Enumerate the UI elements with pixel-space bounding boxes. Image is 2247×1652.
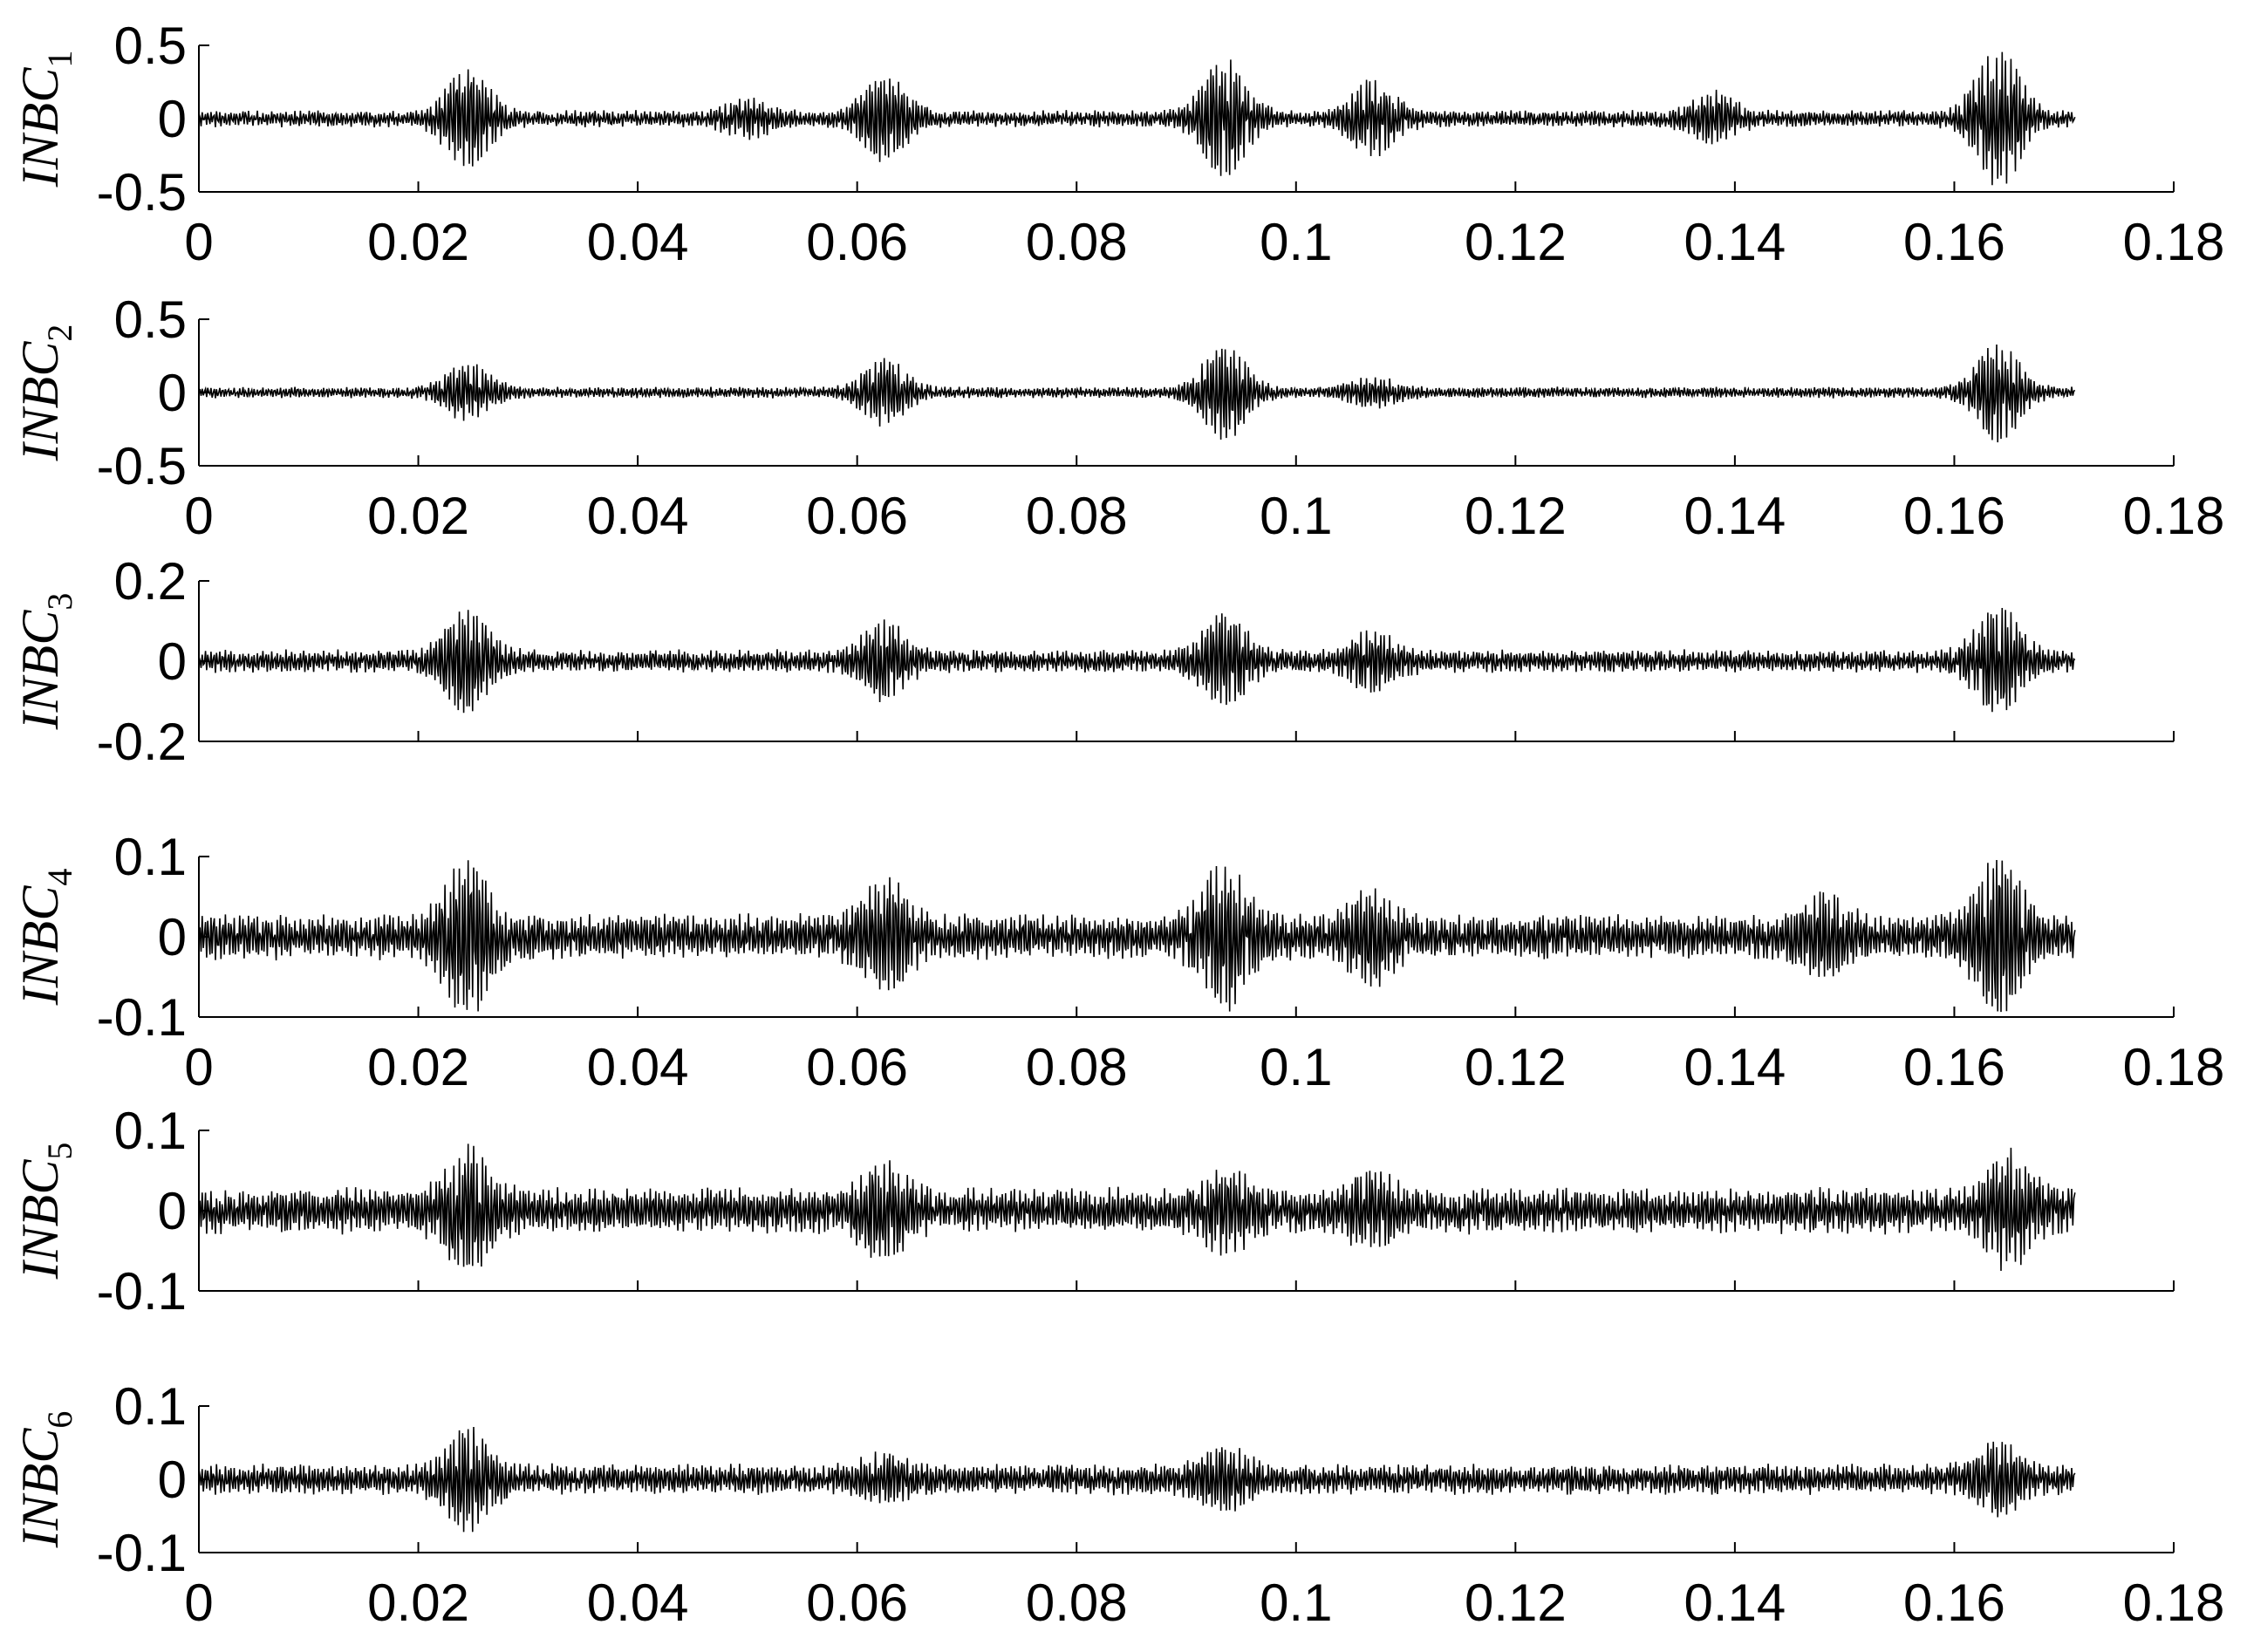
- x-tick-label: 0.18: [2123, 1038, 2225, 1096]
- signal-line: [198, 607, 2076, 713]
- x-tick-label: 0.06: [806, 487, 908, 545]
- x-tick-label: 0.12: [1465, 213, 1567, 271]
- y-axis-label-subscript: 1: [40, 51, 79, 68]
- y-tick-label: 0: [158, 1182, 187, 1240]
- y-tick-label: 0.1: [114, 1377, 187, 1436]
- y-tick-label: 0: [158, 364, 187, 422]
- x-tick-label: 0.02: [367, 213, 469, 271]
- y-tick-label: -0.1: [97, 1524, 187, 1582]
- y-tick-label: 0: [158, 90, 187, 148]
- y-tick-label: 0: [158, 632, 187, 691]
- y-axis-label-main: INBC: [11, 67, 69, 188]
- y-tick-label: -0.5: [97, 163, 187, 222]
- x-tick-label: 0.14: [1684, 487, 1786, 545]
- subplot-1: 0.50-0.50 0.02 0.04 0.06 0.08 0.1 0.12 0.14 0.16…: [11, 17, 2224, 271]
- x-tick-label: 0.16: [1903, 487, 2005, 545]
- y-axis-label: INBC1: [11, 51, 79, 188]
- x-tick-label: 0.16: [1903, 213, 2005, 271]
- subplot-5: 0.1 0 -0.1 INBC5: [11, 1102, 2175, 1321]
- x-tick-label: 0.02: [367, 1573, 469, 1632]
- x-tick-label: 0.08: [1026, 1038, 1128, 1096]
- y-axis-label: INBC6: [11, 1411, 79, 1549]
- x-tick-label: 0.18: [2123, 213, 2225, 271]
- x-tick-label: 0.02: [367, 1038, 469, 1096]
- y-axis-label-subscript: 5: [40, 1143, 79, 1160]
- x-tick-label: 0.08: [1026, 487, 1128, 545]
- y-tick-label: 0: [158, 1451, 187, 1509]
- y-axis-label-main: INBC: [11, 341, 69, 462]
- x-tick-label: 0.14: [1684, 1038, 1786, 1096]
- x-tick-label: 0.08: [1026, 213, 1128, 271]
- x-tick-label: 0.04: [587, 213, 689, 271]
- y-axis-label-main: INBC: [11, 885, 69, 1007]
- x-tick-label: 0.1: [1260, 213, 1332, 271]
- x-tick-label: 0.1: [1260, 1038, 1332, 1096]
- x-tick-label: 0.04: [587, 1038, 689, 1096]
- y-axis-label-main: INBC: [11, 1159, 69, 1280]
- y-axis-label: INBC4: [11, 869, 79, 1007]
- y-axis-label: INBC2: [11, 324, 79, 462]
- y-axis-label-subscript: 6: [40, 1411, 79, 1429]
- signal-line: [198, 859, 2076, 1013]
- x-tick-label: 0.18: [2123, 1573, 2225, 1632]
- x-tick-label: 0.02: [367, 487, 469, 545]
- y-tick-label: -0.1: [97, 1262, 187, 1321]
- y-axis-label-main: INBC: [11, 1428, 69, 1549]
- x-tick-label: 0.06: [806, 1038, 908, 1096]
- x-tick-label: 0.06: [806, 1573, 908, 1632]
- y-tick-label: 0.1: [114, 1102, 187, 1160]
- x-tick-label: 0.14: [1684, 1573, 1786, 1632]
- y-tick-label: 0.5: [114, 17, 187, 75]
- x-tick-label: 0.12: [1465, 1573, 1567, 1632]
- y-tick-label: 0.5: [114, 290, 187, 349]
- y-axis-label-subscript: 3: [40, 593, 79, 611]
- y-axis-label-subscript: 2: [40, 324, 79, 342]
- x-tick-label: 0.14: [1684, 213, 1786, 271]
- x-tick-label: 0.06: [806, 213, 908, 271]
- x-tick-label: 0.1: [1260, 1573, 1332, 1632]
- x-tick-label: 0.18: [2123, 487, 2225, 545]
- subplot-2: 0.50-0.50 0.02 0.04 0.06 0.08 0.1 0.12 0.14 0.16…: [11, 290, 2224, 545]
- signal-line: [199, 344, 2076, 443]
- signal-line: [198, 1143, 2076, 1272]
- subplot-4: 0.10-0.10 0.02 0.04 0.06 0.08 0.1 0.12 0.14 0.16…: [11, 828, 2224, 1096]
- y-tick-label: 0.2: [114, 552, 187, 611]
- y-tick-label: 0.1: [114, 828, 187, 886]
- signal-line: [198, 51, 2076, 186]
- x-tick-label: 0.12: [1465, 487, 1567, 545]
- x-tick-label: 0.12: [1465, 1038, 1567, 1096]
- x-tick-label: 0.1: [1260, 487, 1332, 545]
- x-tick-label: 0: [184, 213, 213, 271]
- y-tick-label: 0: [158, 908, 187, 966]
- y-axis-label-main: INBC: [11, 610, 69, 731]
- x-tick-label: 0.04: [587, 487, 689, 545]
- y-tick-label: -0.5: [97, 437, 187, 495]
- y-axis-label: INBC3: [11, 593, 79, 731]
- x-tick-label: 0: [184, 487, 213, 545]
- x-tick-label: 0: [184, 1573, 213, 1632]
- x-tick-label: 0: [184, 1038, 213, 1096]
- subplot-6: 0.10-0.10 0.02 0.04 0.06 0.08 0.1 0.12 0.14 0.16…: [11, 1377, 2224, 1632]
- subplot-3: 0.2 0 -0.2 INBC3: [11, 552, 2175, 771]
- x-tick-label: 0.04: [587, 1573, 689, 1632]
- y-axis-label-subscript: 4: [40, 869, 79, 886]
- x-tick-label: 0.08: [1026, 1573, 1128, 1632]
- x-tick-label: 0.16: [1903, 1038, 2005, 1096]
- signal-line: [198, 1426, 2076, 1533]
- y-tick-label: -0.1: [97, 988, 187, 1047]
- y-axis-label: INBC5: [11, 1143, 79, 1280]
- x-tick-label: 0.16: [1903, 1573, 2005, 1632]
- y-tick-label: -0.2: [97, 713, 187, 771]
